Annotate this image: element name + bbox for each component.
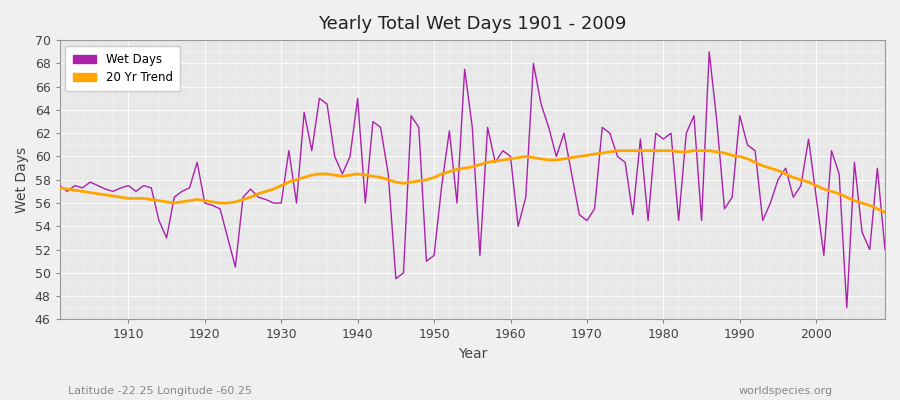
Wet Days xyxy=(597,125,608,130)
Wet Days xyxy=(505,154,516,159)
20 Yr Trend xyxy=(284,180,294,184)
Text: worldspecies.org: worldspecies.org xyxy=(738,386,833,396)
20 Yr Trend xyxy=(115,195,126,200)
20 Yr Trend xyxy=(329,173,340,178)
20 Yr Trend xyxy=(498,158,508,162)
20 Yr Trend xyxy=(879,210,890,215)
Wet Days xyxy=(704,49,715,54)
Legend: Wet Days, 20 Yr Trend: Wet Days, 20 Yr Trend xyxy=(66,46,180,91)
20 Yr Trend xyxy=(54,186,65,190)
Y-axis label: Wet Days: Wet Days xyxy=(15,147,29,213)
Line: 20 Yr Trend: 20 Yr Trend xyxy=(59,151,885,212)
Wet Days xyxy=(54,183,65,188)
20 Yr Trend xyxy=(597,150,608,155)
20 Yr Trend xyxy=(505,156,516,161)
Wet Days xyxy=(115,186,126,190)
Title: Yearly Total Wet Days 1901 - 2009: Yearly Total Wet Days 1901 - 2009 xyxy=(318,15,626,33)
Wet Days xyxy=(842,305,852,310)
20 Yr Trend xyxy=(612,148,623,153)
Line: Wet Days: Wet Days xyxy=(59,52,885,308)
Text: Latitude -22.25 Longitude -60.25: Latitude -22.25 Longitude -60.25 xyxy=(68,386,251,396)
Wet Days xyxy=(879,247,890,252)
Wet Days xyxy=(329,154,340,159)
Wet Days xyxy=(284,148,294,153)
X-axis label: Year: Year xyxy=(457,347,487,361)
Wet Days xyxy=(498,148,508,153)
